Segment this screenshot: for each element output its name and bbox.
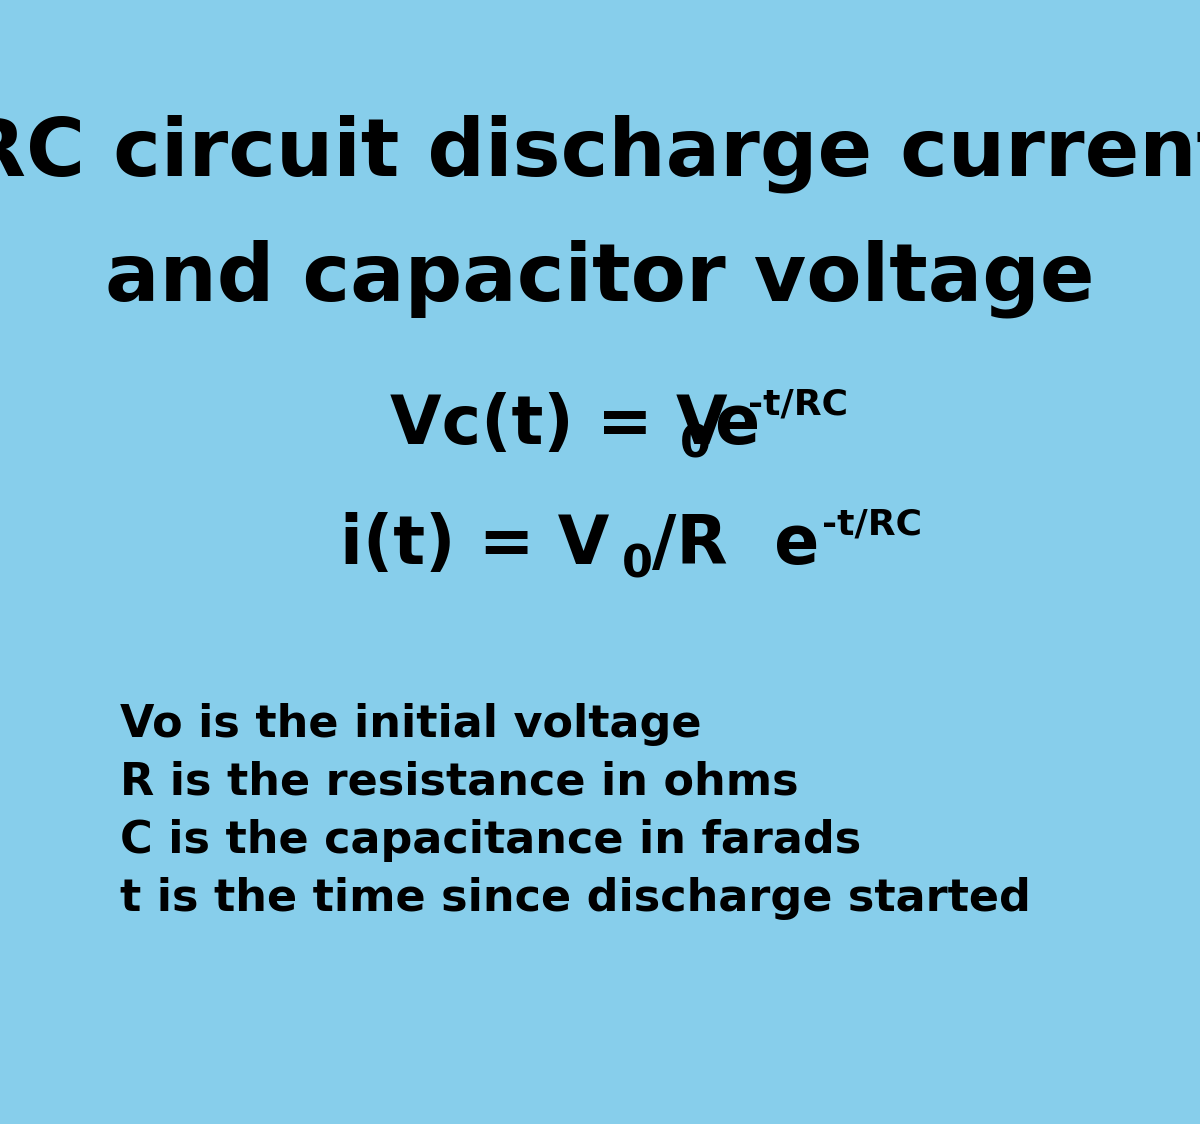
Text: Vo is the initial voltage: Vo is the initial voltage	[120, 702, 702, 745]
Text: C is the capacitance in farads: C is the capacitance in farads	[120, 818, 862, 861]
Text: -t/RC: -t/RC	[822, 507, 922, 541]
Text: Vc(t) = V: Vc(t) = V	[390, 392, 727, 457]
Text: e: e	[714, 392, 760, 457]
Text: R is the resistance in ohms: R is the resistance in ohms	[120, 761, 799, 804]
Text: i(t) = V: i(t) = V	[340, 513, 610, 578]
Text: 0: 0	[622, 544, 653, 587]
Text: RC circuit discharge current: RC circuit discharge current	[0, 115, 1200, 193]
Text: and capacitor voltage: and capacitor voltage	[106, 239, 1094, 318]
Text: /R  e: /R e	[652, 513, 820, 578]
FancyBboxPatch shape	[14, 4, 1186, 1120]
Text: 0: 0	[680, 424, 710, 466]
Text: -t/RC: -t/RC	[748, 387, 848, 422]
Text: t is the time since discharge started: t is the time since discharge started	[120, 877, 1031, 919]
